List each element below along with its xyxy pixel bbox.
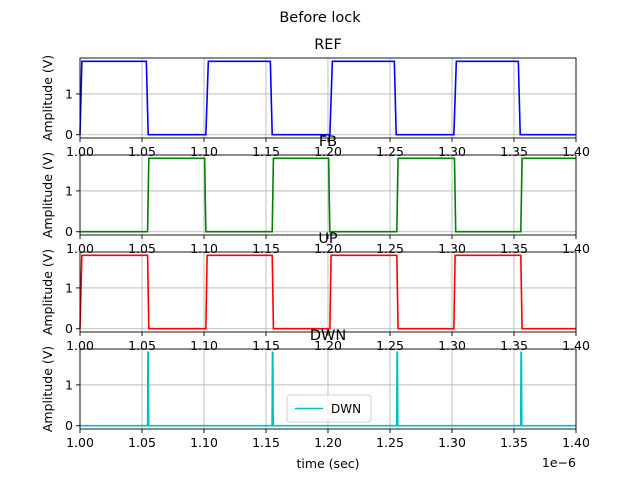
subplot-dwn: 1.00 1.05 1.10 1.15 1.20 1.25 1.30 1.35 1.40 0 1 DW…	[40, 328, 590, 450]
axes-frame	[79, 251, 577, 333]
series-line-fb	[80, 157, 576, 233]
legend-label: DWN	[331, 402, 361, 416]
subplot-panels: 1.00 1.05 1.10 1.15 1.20 1.25 1.30 1.35 1.40 0 1 RE…	[40, 37, 590, 450]
subplot-title: REF	[314, 37, 342, 53]
x-tick-label: 1.00	[66, 435, 94, 450]
y-tick-label: 1	[65, 183, 73, 198]
subplot-ref: 1.00 1.05 1.10 1.15 1.20 1.25 1.30 1.35 1.4001RE…	[40, 37, 590, 159]
y-axis-label: Amplitude (V)	[40, 249, 55, 335]
y-tick-label: 1	[65, 377, 73, 392]
x-tick-label: 1.30	[438, 435, 466, 450]
y-tick-label: 0	[65, 127, 73, 142]
subplot-title: DWN	[310, 328, 346, 344]
legend: DWN	[286, 394, 372, 423]
legend-box	[286, 394, 372, 423]
subplot-title: FB	[319, 134, 337, 150]
x-tick-label: 1.20	[314, 435, 342, 450]
axes-frame	[79, 348, 577, 430]
y-tick-label: 1	[65, 86, 73, 101]
y-axis-label: Amplitude (V)	[40, 55, 55, 141]
x-tick-label: 1.05	[128, 435, 156, 450]
y-tick-label: 0	[65, 321, 73, 336]
y-axis-label: Amplitude (V)	[40, 346, 55, 432]
series-line-dwn	[80, 351, 576, 427]
y-axis-label: Amplitude (V)	[40, 152, 55, 238]
x-tick-label: 1.10	[190, 435, 218, 450]
series-line-ref	[79, 60, 576, 136]
x-axis-label: time (sec)	[296, 456, 359, 471]
figure-suptitle: Before lock	[279, 10, 361, 26]
x-axis-offset-label: 1e−6	[542, 455, 576, 470]
x-tick-label: 1.25	[376, 435, 404, 450]
subplot-title: UP	[318, 231, 338, 247]
x-tick-label: 1.15	[252, 435, 280, 450]
y-tick-label: 1	[65, 280, 73, 295]
axes-frame	[79, 154, 577, 236]
x-tick-label: 1.35	[500, 435, 528, 450]
y-tick-label: 0	[65, 224, 73, 239]
axes-frame	[79, 57, 577, 139]
series-line-up	[79, 254, 576, 330]
y-tick-label: 0	[65, 418, 73, 433]
x-tick-label: 1.40	[562, 435, 590, 450]
